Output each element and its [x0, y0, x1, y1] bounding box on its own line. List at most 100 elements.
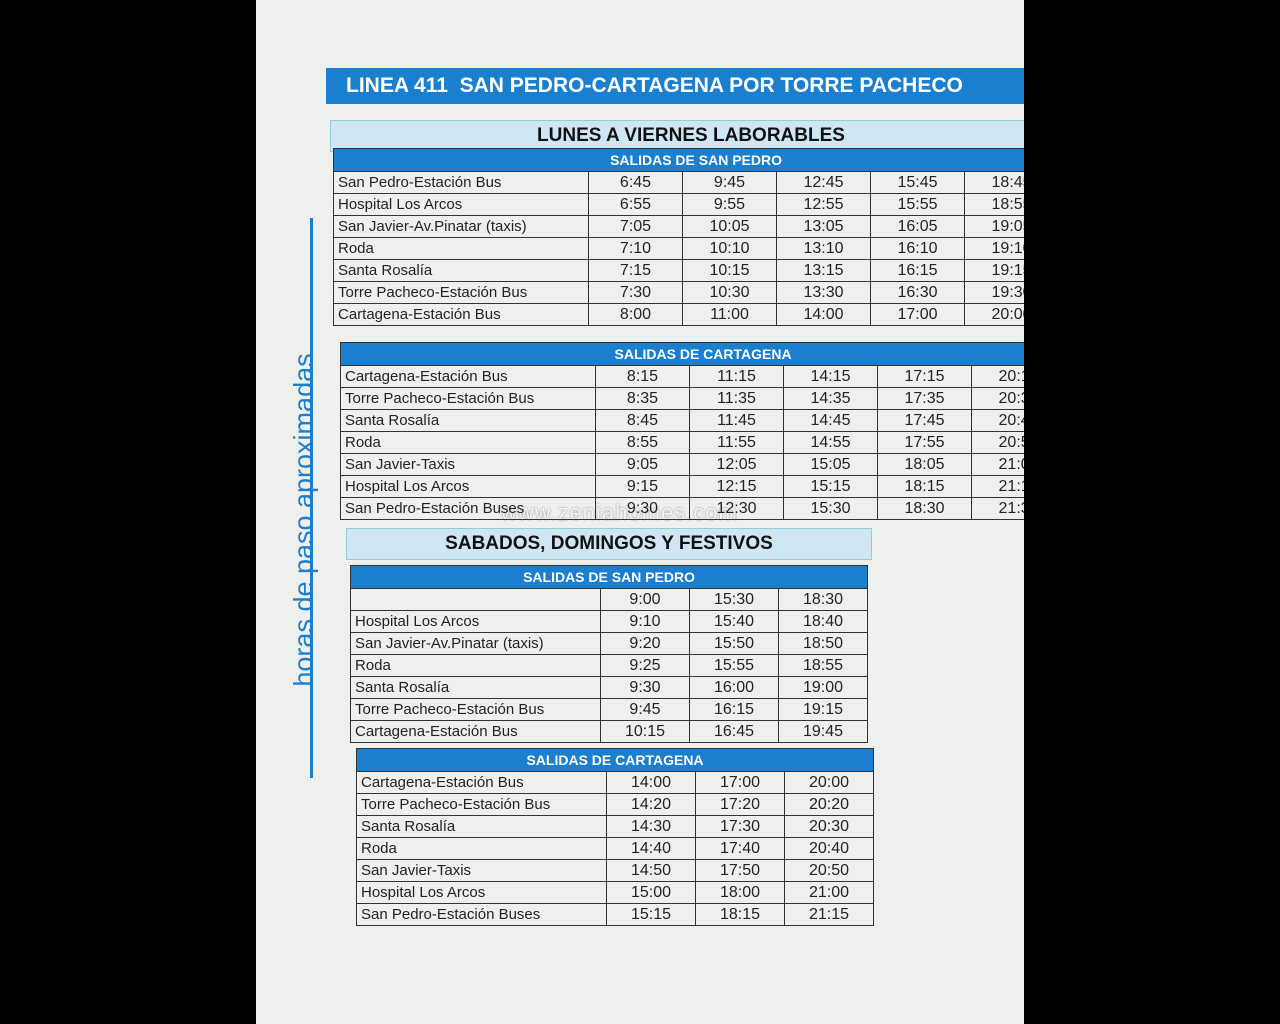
time: 13:30: [776, 281, 871, 304]
time: 15:15: [783, 475, 878, 498]
time: 21:30: [970, 497, 1024, 520]
time: 9:55: [682, 193, 777, 216]
row: San Javier-Av.Pinatar (taxis) 7:05 10:05 13…: [333, 215, 1024, 238]
time: 18:40: [777, 610, 869, 633]
time: 11:15: [689, 365, 784, 388]
time: 20:35: [970, 387, 1024, 410]
time: 7:30: [588, 281, 683, 304]
time: 11:45: [689, 409, 784, 432]
time: 18:45: [963, 171, 1024, 194]
time: 15:50: [689, 632, 779, 655]
stop-name: Roda: [356, 837, 607, 860]
row: Cartagena-Estación Bus 10:15 16:45 19:45: [350, 720, 869, 743]
time: 18:55: [777, 654, 869, 677]
row: San Pedro-Estación Bus 6:45 9:45 12:45 15:45…: [333, 171, 1024, 194]
stop-name: Torre Pacheco-Estación Bus: [356, 793, 607, 816]
time: 13:10: [776, 237, 871, 260]
row: San Pedro-Estación Buses 15:15 18:15 21:15: [356, 903, 875, 926]
time: 15:15: [606, 903, 696, 926]
time: 12:55: [776, 193, 871, 216]
time: 8:00: [588, 303, 683, 326]
time: 10:10: [682, 237, 777, 260]
section-title: SABADOS, DOMINGOS Y FESTIVOS: [346, 528, 872, 560]
time: 19:15: [963, 259, 1024, 282]
time: 10:15: [682, 259, 777, 282]
time: 16:00: [689, 676, 779, 699]
stop-name: San Javier-Taxis: [340, 453, 596, 476]
row: Hospital Los Arcos 6:55 9:55 12:55 15:55 18:5…: [333, 193, 1024, 216]
header-row: SALIDAS DE SAN PEDRO: [349, 565, 869, 589]
time: 17:40: [695, 837, 785, 860]
timetable: SALIDAS DE SAN PEDRO San Pedro-Estación B…: [332, 148, 1024, 326]
table-title: SALIDAS DE SAN PEDRO: [349, 565, 869, 589]
time: 16:15: [689, 698, 779, 721]
timetable: SALIDAS DE SAN PEDRO 9:00 15:30 18:30 Hospit…: [349, 565, 869, 743]
row: San Pedro-Estación Buses 9:30 12:30 15:30 18…: [340, 497, 1024, 520]
timetable: SALIDAS DE CARTAGENA Cartagena-Estación B…: [355, 748, 875, 926]
time: 19:00: [777, 676, 869, 699]
time: 15:30: [689, 588, 779, 611]
timetable: SALIDAS DE CARTAGENA Cartagena-Estación B…: [339, 342, 1024, 520]
row: Cartagena-Estación Bus 14:00 17:00 20:00: [356, 771, 875, 794]
time: 20:30: [783, 815, 875, 838]
time: 20:55: [970, 431, 1024, 454]
stop-name: San Javier-Taxis: [356, 859, 607, 882]
time: 14:50: [606, 859, 696, 882]
time: 10:05: [682, 215, 777, 238]
stop-name: Santa Rosalía: [350, 676, 601, 699]
stop-name: Hospital Los Arcos: [356, 881, 607, 904]
time: 18:30: [877, 497, 972, 520]
stop-name: Cartagena-Estación Bus: [333, 303, 589, 326]
time: 9:30: [595, 497, 690, 520]
row: Torre Pacheco-Estación Bus 9:45 16:15 19:15: [350, 698, 869, 721]
stop-name: Hospital Los Arcos: [333, 193, 589, 216]
stop-name: Roda: [340, 431, 596, 454]
stop-name: Cartagena-Estación Bus: [350, 720, 601, 743]
time: 14:35: [783, 387, 878, 410]
title-bar: LINEA 411 SAN PEDRO-CARTAGENA POR TORRE …: [326, 68, 1024, 104]
time: 18:15: [877, 475, 972, 498]
time: 16:05: [870, 215, 965, 238]
time: 17:50: [695, 859, 785, 882]
stop-name: San Javier-Av.Pinatar (taxis): [333, 215, 589, 238]
time: 20:40: [783, 837, 875, 860]
stop-name: San Pedro-Estación Bus: [333, 171, 589, 194]
row: Torre Pacheco-Estación Bus 7:30 10:30 13:30…: [333, 281, 1024, 304]
stop-name: Cartagena-Estación Bus: [340, 365, 596, 388]
row: Roda 9:25 15:55 18:55: [350, 654, 869, 677]
time: 18:05: [877, 453, 972, 476]
time: 13:15: [776, 259, 871, 282]
stop-name: San Pedro-Estación Buses: [356, 903, 607, 926]
row: Torre Pacheco-Estación Bus 14:20 17:20 20:2…: [356, 793, 875, 816]
time: 21:15: [970, 475, 1024, 498]
time: 15:40: [689, 610, 779, 633]
time: 9:05: [595, 453, 690, 476]
time: 12:15: [689, 475, 784, 498]
time: 20:50: [783, 859, 875, 882]
stop-name: [350, 588, 601, 611]
time: 9:25: [600, 654, 690, 677]
time: 12:05: [689, 453, 784, 476]
time: 21:05: [970, 453, 1024, 476]
stop-name: Torre Pacheco-Estación Bus: [350, 698, 601, 721]
time: 13:05: [776, 215, 871, 238]
time: 14:55: [783, 431, 878, 454]
time: 9:45: [682, 171, 777, 194]
side-note: horas de paso aproximadas: [288, 353, 319, 687]
stop-name: Torre Pacheco-Estación Bus: [333, 281, 589, 304]
time: 18:00: [695, 881, 785, 904]
time: 19:10: [963, 237, 1024, 260]
time: 11:00: [682, 303, 777, 326]
time: 14:20: [606, 793, 696, 816]
time: 7:05: [588, 215, 683, 238]
stop-name: Torre Pacheco-Estación Bus: [340, 387, 596, 410]
time: 14:15: [783, 365, 878, 388]
time: 14:40: [606, 837, 696, 860]
time: 15:05: [783, 453, 878, 476]
time: 14:00: [776, 303, 871, 326]
